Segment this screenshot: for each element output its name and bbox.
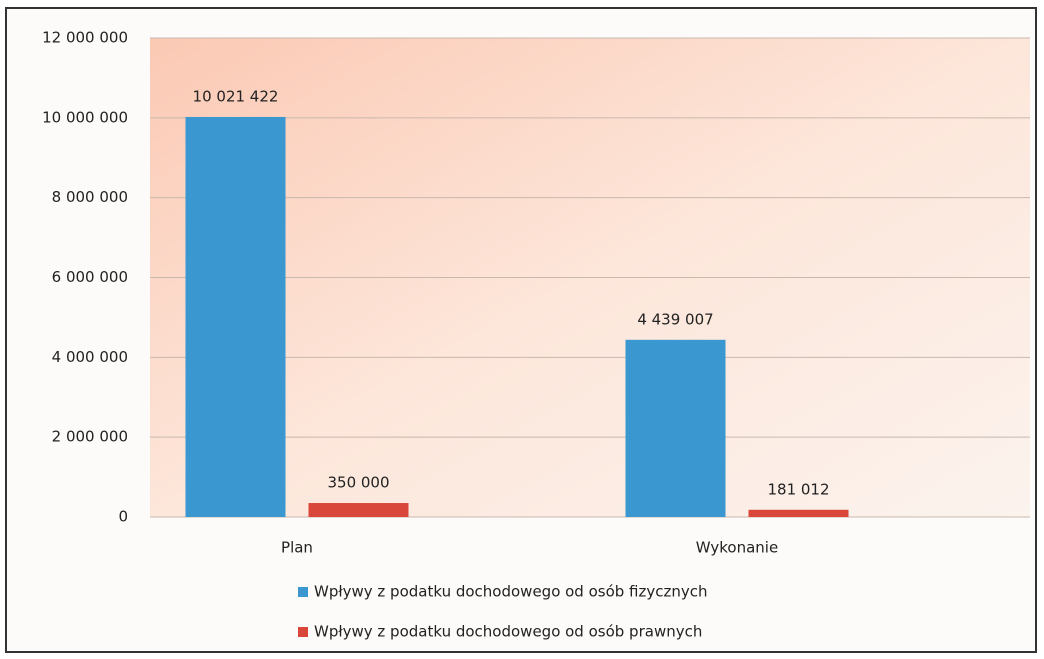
legend-swatch	[298, 587, 308, 597]
legend-label: Wpływy z podatku dochodowego od osób pra…	[314, 623, 702, 641]
x-tick-label: Plan	[281, 539, 313, 557]
y-tick-label: 6 000 000	[52, 268, 128, 286]
value-label: 181 012	[767, 480, 829, 498]
value-label: 10 021 422	[193, 87, 279, 105]
y-tick-label: 12 000 000	[42, 29, 128, 47]
x-tick-label: Wykonanie	[696, 539, 778, 557]
y-tick-label: 8 000 000	[52, 188, 128, 206]
y-tick-label: 10 000 000	[42, 108, 128, 126]
value-label: 350 000	[327, 474, 389, 492]
legend-label: Wpływy z podatku dochodowego od osób fiz…	[314, 583, 708, 601]
bar	[308, 503, 409, 517]
bar	[748, 509, 849, 517]
bar	[185, 116, 286, 517]
value-label: 4 439 007	[637, 310, 713, 328]
y-tick-label: 0	[118, 508, 128, 526]
bar	[625, 339, 726, 517]
y-tick-label: 2 000 000	[52, 428, 128, 446]
legend-swatch	[298, 627, 308, 637]
y-tick-label: 4 000 000	[52, 348, 128, 366]
